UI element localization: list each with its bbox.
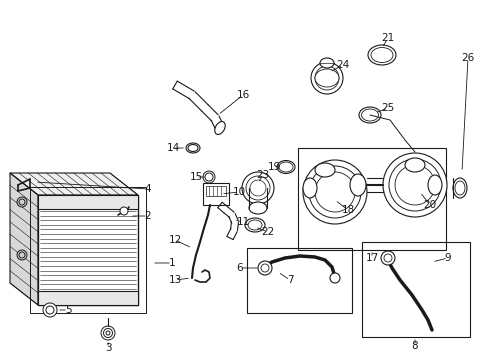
Ellipse shape bbox=[358, 107, 380, 123]
Circle shape bbox=[388, 159, 440, 211]
Circle shape bbox=[249, 180, 265, 196]
Circle shape bbox=[17, 250, 27, 260]
Ellipse shape bbox=[247, 220, 262, 230]
Ellipse shape bbox=[404, 158, 424, 172]
Text: 7: 7 bbox=[286, 275, 293, 285]
Circle shape bbox=[303, 160, 366, 224]
Circle shape bbox=[245, 176, 269, 200]
Circle shape bbox=[43, 303, 57, 317]
Circle shape bbox=[329, 273, 339, 283]
Circle shape bbox=[106, 331, 110, 335]
Bar bbox=[246, 248, 351, 313]
Text: 11: 11 bbox=[236, 217, 249, 227]
Circle shape bbox=[258, 261, 271, 275]
Text: 15: 15 bbox=[189, 172, 202, 182]
Ellipse shape bbox=[319, 58, 333, 68]
Text: 3: 3 bbox=[104, 343, 111, 353]
Ellipse shape bbox=[452, 178, 466, 198]
Circle shape bbox=[380, 251, 394, 265]
Text: 2: 2 bbox=[144, 211, 151, 221]
Circle shape bbox=[261, 264, 268, 272]
Ellipse shape bbox=[187, 144, 198, 152]
Text: 26: 26 bbox=[461, 53, 474, 63]
Circle shape bbox=[120, 207, 128, 215]
Polygon shape bbox=[10, 173, 138, 195]
Text: 4: 4 bbox=[144, 184, 151, 194]
Circle shape bbox=[242, 172, 273, 204]
Circle shape bbox=[308, 166, 360, 218]
Text: 1: 1 bbox=[168, 258, 175, 268]
Circle shape bbox=[204, 173, 213, 181]
Bar bbox=[205, 186, 225, 196]
Circle shape bbox=[203, 171, 215, 183]
Ellipse shape bbox=[303, 178, 316, 198]
Circle shape bbox=[382, 153, 446, 217]
Text: 20: 20 bbox=[423, 200, 436, 210]
Ellipse shape bbox=[244, 218, 264, 232]
Ellipse shape bbox=[314, 69, 338, 87]
Ellipse shape bbox=[454, 181, 464, 195]
Bar bbox=[297, 148, 445, 250]
Text: 8: 8 bbox=[411, 341, 417, 351]
Text: 9: 9 bbox=[444, 253, 450, 263]
Circle shape bbox=[17, 197, 27, 207]
Ellipse shape bbox=[349, 174, 365, 196]
Text: 22: 22 bbox=[261, 227, 274, 237]
Text: 17: 17 bbox=[365, 253, 378, 263]
Text: 10: 10 bbox=[232, 187, 245, 197]
Ellipse shape bbox=[367, 45, 395, 65]
Ellipse shape bbox=[214, 122, 225, 135]
Bar bbox=[38, 195, 138, 209]
Circle shape bbox=[314, 66, 338, 90]
Text: 23: 23 bbox=[256, 170, 269, 180]
Polygon shape bbox=[10, 173, 38, 305]
Text: 13: 13 bbox=[168, 275, 181, 285]
Ellipse shape bbox=[314, 163, 334, 177]
Circle shape bbox=[19, 199, 25, 205]
Text: 19: 19 bbox=[267, 162, 280, 172]
Ellipse shape bbox=[370, 48, 392, 63]
Bar bbox=[38, 291, 138, 305]
Circle shape bbox=[46, 306, 54, 314]
Circle shape bbox=[314, 172, 354, 212]
Circle shape bbox=[394, 165, 434, 205]
Ellipse shape bbox=[279, 162, 292, 172]
Ellipse shape bbox=[361, 109, 378, 121]
Bar bbox=[38, 195, 138, 305]
Ellipse shape bbox=[427, 175, 441, 195]
Text: 5: 5 bbox=[64, 305, 71, 315]
Circle shape bbox=[19, 252, 25, 258]
Ellipse shape bbox=[185, 143, 200, 153]
Ellipse shape bbox=[248, 202, 266, 214]
Text: 14: 14 bbox=[166, 143, 179, 153]
Bar bbox=[203, 183, 228, 205]
Text: 18: 18 bbox=[341, 205, 354, 215]
Circle shape bbox=[103, 328, 112, 338]
Text: 6: 6 bbox=[236, 263, 243, 273]
Bar bbox=[361, 242, 469, 337]
Bar bbox=[30, 187, 146, 313]
Text: 21: 21 bbox=[381, 33, 394, 43]
Circle shape bbox=[383, 254, 391, 262]
Ellipse shape bbox=[276, 161, 294, 174]
Text: 24: 24 bbox=[336, 60, 349, 70]
Text: 12: 12 bbox=[168, 235, 181, 245]
Circle shape bbox=[310, 62, 342, 94]
Circle shape bbox=[101, 326, 115, 340]
Text: 25: 25 bbox=[381, 103, 394, 113]
Text: 16: 16 bbox=[236, 90, 249, 100]
